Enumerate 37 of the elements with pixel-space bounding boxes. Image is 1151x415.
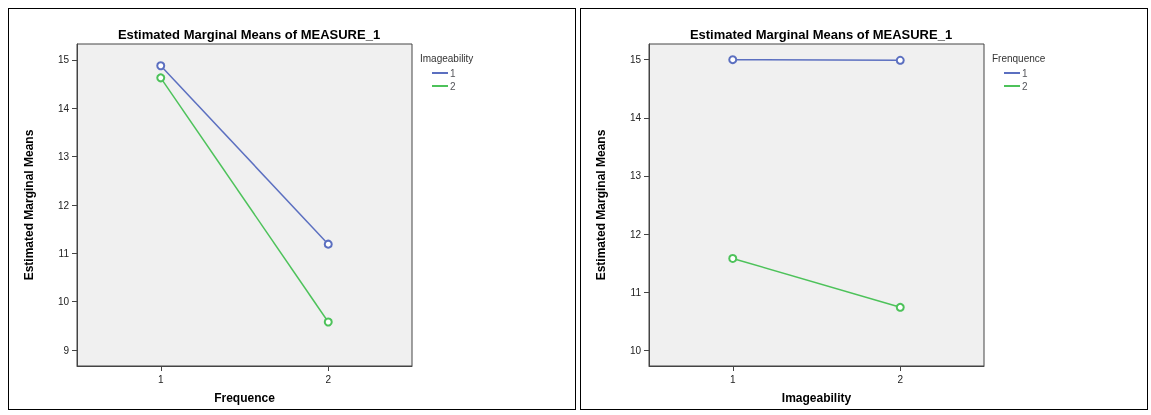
y-tick-label: 14 <box>629 112 642 124</box>
point <box>323 239 333 249</box>
chart-title: Estimated Marginal Means of MEASURE_1 <box>117 27 381 42</box>
point <box>156 61 166 71</box>
y-tick-label: 11 <box>58 247 70 259</box>
legend-label: 1 <box>450 67 456 79</box>
point <box>895 302 905 312</box>
x-tick-label: 1 <box>157 373 164 385</box>
x-axis-title: Imageability <box>781 391 852 405</box>
legend-label: 2 <box>450 80 456 92</box>
point <box>323 317 333 327</box>
y-tick-label: 14 <box>57 102 70 114</box>
x-tick-label: 2 <box>897 373 904 385</box>
x-axis-title: Frequence <box>214 391 276 405</box>
y-axis-title: Estimated Marginal Means <box>594 129 608 281</box>
legend-title: Imageability <box>420 52 474 64</box>
y-tick-label: 13 <box>57 151 70 163</box>
y-tick-label: 13 <box>629 170 642 182</box>
point <box>728 55 738 65</box>
y-tick-label: 15 <box>629 54 642 66</box>
y-tick-label: 10 <box>57 296 70 308</box>
legend-label: 1 <box>1022 67 1028 79</box>
y-tick-label: 12 <box>629 228 642 240</box>
y-axis-title: Estimated Marginal Means <box>22 129 36 281</box>
y-tick-label: 12 <box>57 199 70 211</box>
y-tick-label: 15 <box>57 54 70 66</box>
point <box>895 55 905 65</box>
point <box>728 253 738 263</box>
y-tick-label: 11 <box>630 286 642 298</box>
x-tick-label: 1 <box>729 373 736 385</box>
y-tick-label: 10 <box>629 344 642 356</box>
y-tick-label: 9 <box>63 344 70 356</box>
chart-title: Estimated Marginal Means of MEASURE_1 <box>689 27 953 42</box>
legend-title: Frenquence <box>992 52 1046 64</box>
x-tick-label: 2 <box>325 373 332 385</box>
point <box>156 73 166 83</box>
legend-label: 2 <box>1022 80 1028 92</box>
